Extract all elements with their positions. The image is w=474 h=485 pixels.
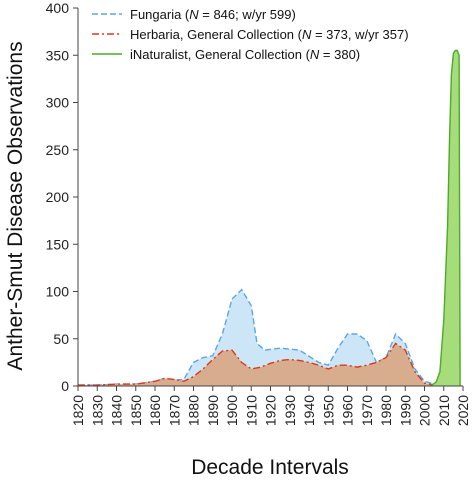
x-tick-label: 2020 <box>455 395 471 426</box>
x-tick-label: 1890 <box>205 395 221 426</box>
x-tick-label: 1820 <box>70 395 86 426</box>
y-tick-label: 300 <box>46 95 70 111</box>
x-tick-label: 1910 <box>243 395 259 426</box>
x-tick-label: 1880 <box>186 395 202 426</box>
legend-label-2: iNaturalist, General Collection (N = 380… <box>130 47 360 62</box>
series-line-1 <box>78 342 460 386</box>
series-line-2 <box>429 49 461 387</box>
y-axis: 0 50 100 150 200 250 300 350 400 <box>46 0 79 394</box>
legend-label-0: Fungaria (N = 846; w/yr 599) <box>130 7 296 22</box>
x-tick-label: 1870 <box>166 395 182 426</box>
y-tick-label: 100 <box>46 284 70 300</box>
x-tick-label: 1930 <box>282 395 298 426</box>
x-tick-label: 1940 <box>301 395 317 426</box>
x-tick-label: 1950 <box>320 395 336 426</box>
x-tick-label: 1830 <box>89 395 105 426</box>
x-tick-label: 1960 <box>340 395 356 426</box>
x-tick-label: 2010 <box>436 395 452 426</box>
x-tick-label: 1980 <box>378 395 394 426</box>
x-axis-label: Decade Intervals <box>191 456 349 479</box>
x-tick-label: 1900 <box>224 395 240 426</box>
y-tick-label: 0 <box>61 378 69 394</box>
legend-label-1: Herbaria, General Collection (N = 373, w… <box>130 27 409 42</box>
y-tick-label: 400 <box>46 0 70 16</box>
x-tick-label: 1840 <box>109 395 125 426</box>
x-tick-label: 2000 <box>417 395 433 426</box>
y-tick-label: 350 <box>46 47 70 63</box>
y-tick-label: 50 <box>53 331 69 347</box>
x-tick-label: 1970 <box>359 395 375 426</box>
y-axis-label: Anther-Smut Disease Observations <box>4 41 27 370</box>
x-tick-label: 1850 <box>128 395 144 426</box>
series-area-0 <box>78 289 460 386</box>
x-tick-label: 1990 <box>397 395 413 426</box>
x-axis: 1820 1830 1840 1850 1860 1870 1880 1890 1900 1910… <box>70 385 471 426</box>
y-tick-label: 250 <box>46 142 70 158</box>
x-tick-label: 1860 <box>147 395 163 426</box>
legend: Fungaria (N = 846; w/yr 599) Herbaria, Ge… <box>92 7 409 62</box>
series-area-2 <box>430 50 461 386</box>
y-tick-label: 200 <box>46 189 70 205</box>
x-tick-label: 1920 <box>263 395 279 426</box>
y-tick-label: 150 <box>46 236 70 252</box>
plot-area <box>78 49 461 387</box>
